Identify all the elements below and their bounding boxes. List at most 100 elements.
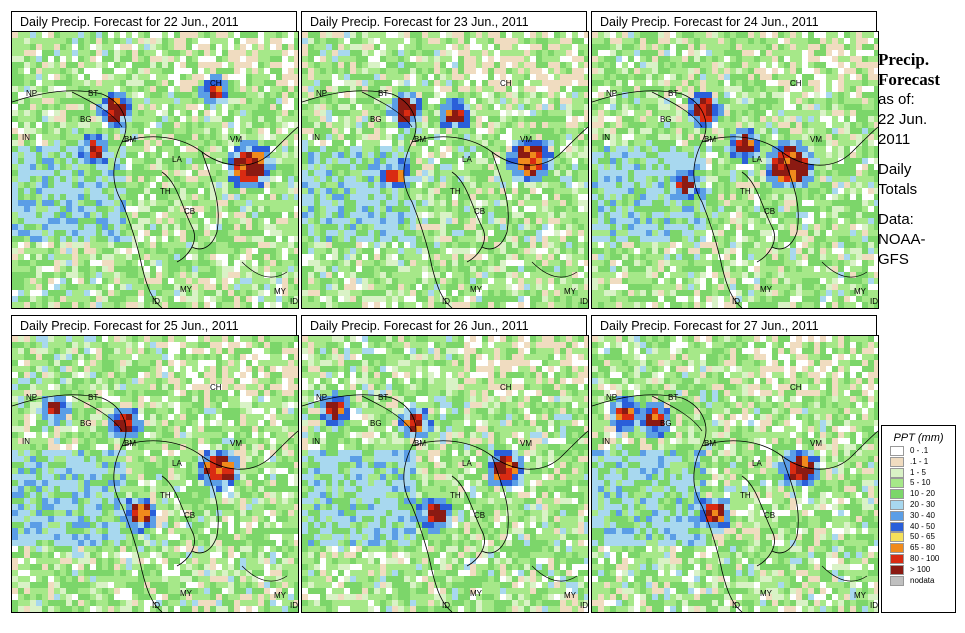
data-line3: GFS [878, 251, 909, 268]
legend-swatch [890, 564, 904, 575]
panel-title: Daily Precip. Forecast for 23 Jun., 2011 [301, 11, 587, 31]
legend-item: 0 - .1 [882, 446, 955, 457]
country-label: ID [442, 297, 450, 306]
country-label: IN [312, 133, 320, 142]
country-label: VM [230, 135, 242, 144]
legend-item: 65 - 80 [882, 543, 955, 554]
country-label: ID [290, 297, 298, 306]
country-label: BG [660, 115, 672, 124]
country-label: MY [470, 285, 483, 294]
country-label: BT [88, 89, 98, 98]
legend-label: nodata [910, 575, 935, 585]
country-label: LA [462, 459, 472, 468]
country-label: CB [474, 511, 485, 520]
country-label: BT [378, 89, 388, 98]
country-label: BT [88, 393, 98, 402]
sidebar-title-line1: Precip. [878, 50, 930, 69]
precip-map: NP BT BG IN BM CH VM LA TH CB MY ID MY ID [11, 335, 299, 613]
country-label: BT [378, 393, 388, 402]
country-label: IN [602, 133, 610, 142]
country-label: TH [450, 491, 461, 500]
country-label: BG [660, 419, 672, 428]
forecast-panel-3: Daily Precip. Forecast for 24 Jun., 2011… [591, 11, 879, 309]
legend-label: > 100 [910, 564, 931, 574]
country-label: LA [172, 459, 182, 468]
country-label: TH [450, 187, 461, 196]
country-label: TH [160, 187, 171, 196]
country-label: BG [370, 115, 382, 124]
panel-title: Daily Precip. Forecast for 24 Jun., 2011 [591, 11, 877, 31]
legend-label: 0 - .1 [910, 446, 929, 455]
legend-swatch [890, 543, 904, 554]
country-label: ID [580, 297, 588, 306]
country-label: TH [740, 187, 751, 196]
country-label: MY [274, 591, 287, 600]
country-label: BM [704, 439, 716, 448]
legend-swatch [890, 575, 904, 586]
country-label: MY [274, 287, 287, 296]
country-label: BM [124, 439, 136, 448]
country-label: MY [564, 287, 577, 296]
country-label: VM [520, 439, 532, 448]
legend-label: 50 - 65 [910, 532, 935, 542]
forecast-panel-6: Daily Precip. Forecast for 27 Jun., 2011… [591, 315, 879, 613]
asof-line3: 2011 [878, 131, 911, 148]
legend-item: 1 - 5 [882, 467, 955, 479]
country-label: VM [230, 439, 242, 448]
country-label: IN [312, 437, 320, 446]
country-label: CB [184, 207, 195, 216]
country-label: MY [180, 285, 193, 294]
country-label: BM [414, 135, 426, 144]
panel-title: Daily Precip. Forecast for 22 Jun., 2011 [11, 11, 297, 31]
country-label: CB [764, 511, 775, 520]
legend-swatch [890, 446, 904, 456]
legend-label: 40 - 50 [910, 521, 935, 531]
country-label: ID [870, 297, 878, 306]
precip-map: NP BT BG IN BM CH VM LA TH CB MY ID MY ID [301, 31, 589, 309]
country-label: CH [210, 383, 222, 392]
country-label: IN [602, 437, 610, 446]
legend-label: 65 - 80 [910, 543, 935, 553]
legend-swatch [890, 478, 904, 489]
legend-swatch [890, 499, 904, 510]
legend-item: 30 - 40 [882, 510, 955, 522]
country-label: BM [704, 135, 716, 144]
country-label: NP [26, 89, 37, 98]
country-label: LA [752, 155, 762, 164]
panel-title: Daily Precip. Forecast for 26 Jun., 2011 [301, 315, 587, 335]
country-label: TH [160, 491, 171, 500]
legend-swatch [890, 489, 904, 500]
country-label: IN [22, 437, 30, 446]
panel-title: Daily Precip. Forecast for 27 Jun., 2011 [591, 315, 877, 335]
country-label: MY [854, 287, 867, 296]
legend-item: nodata [882, 575, 955, 587]
country-label: MY [760, 285, 773, 294]
precip-map: NP BT BG IN BM CH VM LA TH CB MY ID MY ID [301, 335, 589, 613]
country-label: BM [414, 439, 426, 448]
sidebar-title-line2: Forecast [878, 70, 940, 89]
country-label: NP [316, 89, 327, 98]
legend-item: 40 - 50 [882, 521, 955, 533]
country-label: BT [668, 393, 678, 402]
legend-label: 20 - 30 [910, 499, 935, 509]
country-label: BM [124, 135, 136, 144]
legend-label: 5 - 10 [910, 478, 931, 488]
legend-swatch [890, 510, 904, 521]
country-label: ID [732, 297, 740, 306]
forecast-panel-5: Daily Precip. Forecast for 26 Jun., 2011… [301, 315, 589, 613]
country-label: BT [668, 89, 678, 98]
forecast-panel-1: Daily Precip. Forecast for 22 Jun., 2011… [11, 11, 299, 309]
country-label: MY [470, 589, 483, 598]
legend-swatch [890, 456, 904, 467]
country-label: ID [580, 601, 588, 610]
country-label: BG [80, 115, 92, 124]
legend-item: 10 - 20 [882, 489, 955, 500]
country-label: NP [606, 393, 617, 402]
country-label: ID [152, 601, 160, 610]
country-label: TH [740, 491, 751, 500]
country-label: CB [764, 207, 775, 216]
precip-map: NP BT BG IN BM CH VM LA TH CB MY ID MY ID [591, 335, 879, 613]
